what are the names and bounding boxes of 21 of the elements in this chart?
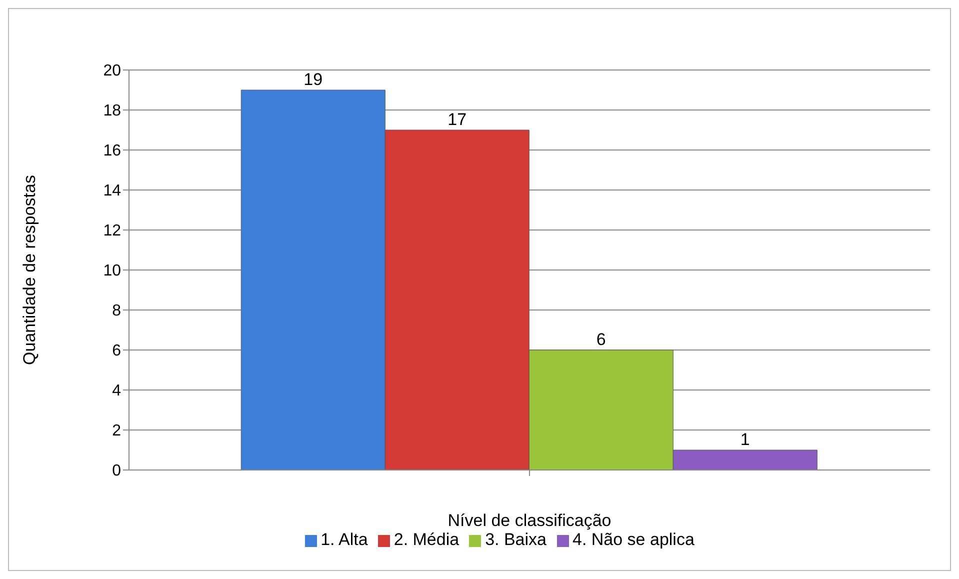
- y-tick-label: 0: [112, 462, 122, 480]
- y-tick-label: 2: [112, 422, 122, 440]
- y-tick-label: 4: [112, 382, 122, 400]
- data-label: 1: [740, 430, 750, 449]
- y-tick-label: 10: [103, 262, 122, 280]
- y-tick-label: 16: [103, 142, 122, 160]
- y-tick-label: 14: [103, 182, 122, 200]
- x-axis-title: Nível de classificação: [448, 511, 612, 530]
- y-tick-label: 6: [112, 342, 122, 360]
- y-tick-label: 18: [103, 102, 122, 120]
- data-label: 19: [304, 70, 323, 89]
- y-tick-label: 20: [103, 62, 122, 80]
- y-tick-label: 12: [103, 222, 122, 240]
- y-axis-title: Quantidade de respostas: [20, 175, 40, 365]
- legend-label: 1. Alta: [320, 530, 368, 549]
- data-label: 17: [448, 110, 467, 129]
- y-tick-label: 8: [112, 302, 122, 320]
- legend-label: 2. Média: [394, 530, 460, 549]
- data-label: 6: [596, 330, 606, 349]
- legend-label: 4. Não se aplica: [572, 530, 694, 549]
- legend-label: 3. Baixa: [485, 530, 546, 549]
